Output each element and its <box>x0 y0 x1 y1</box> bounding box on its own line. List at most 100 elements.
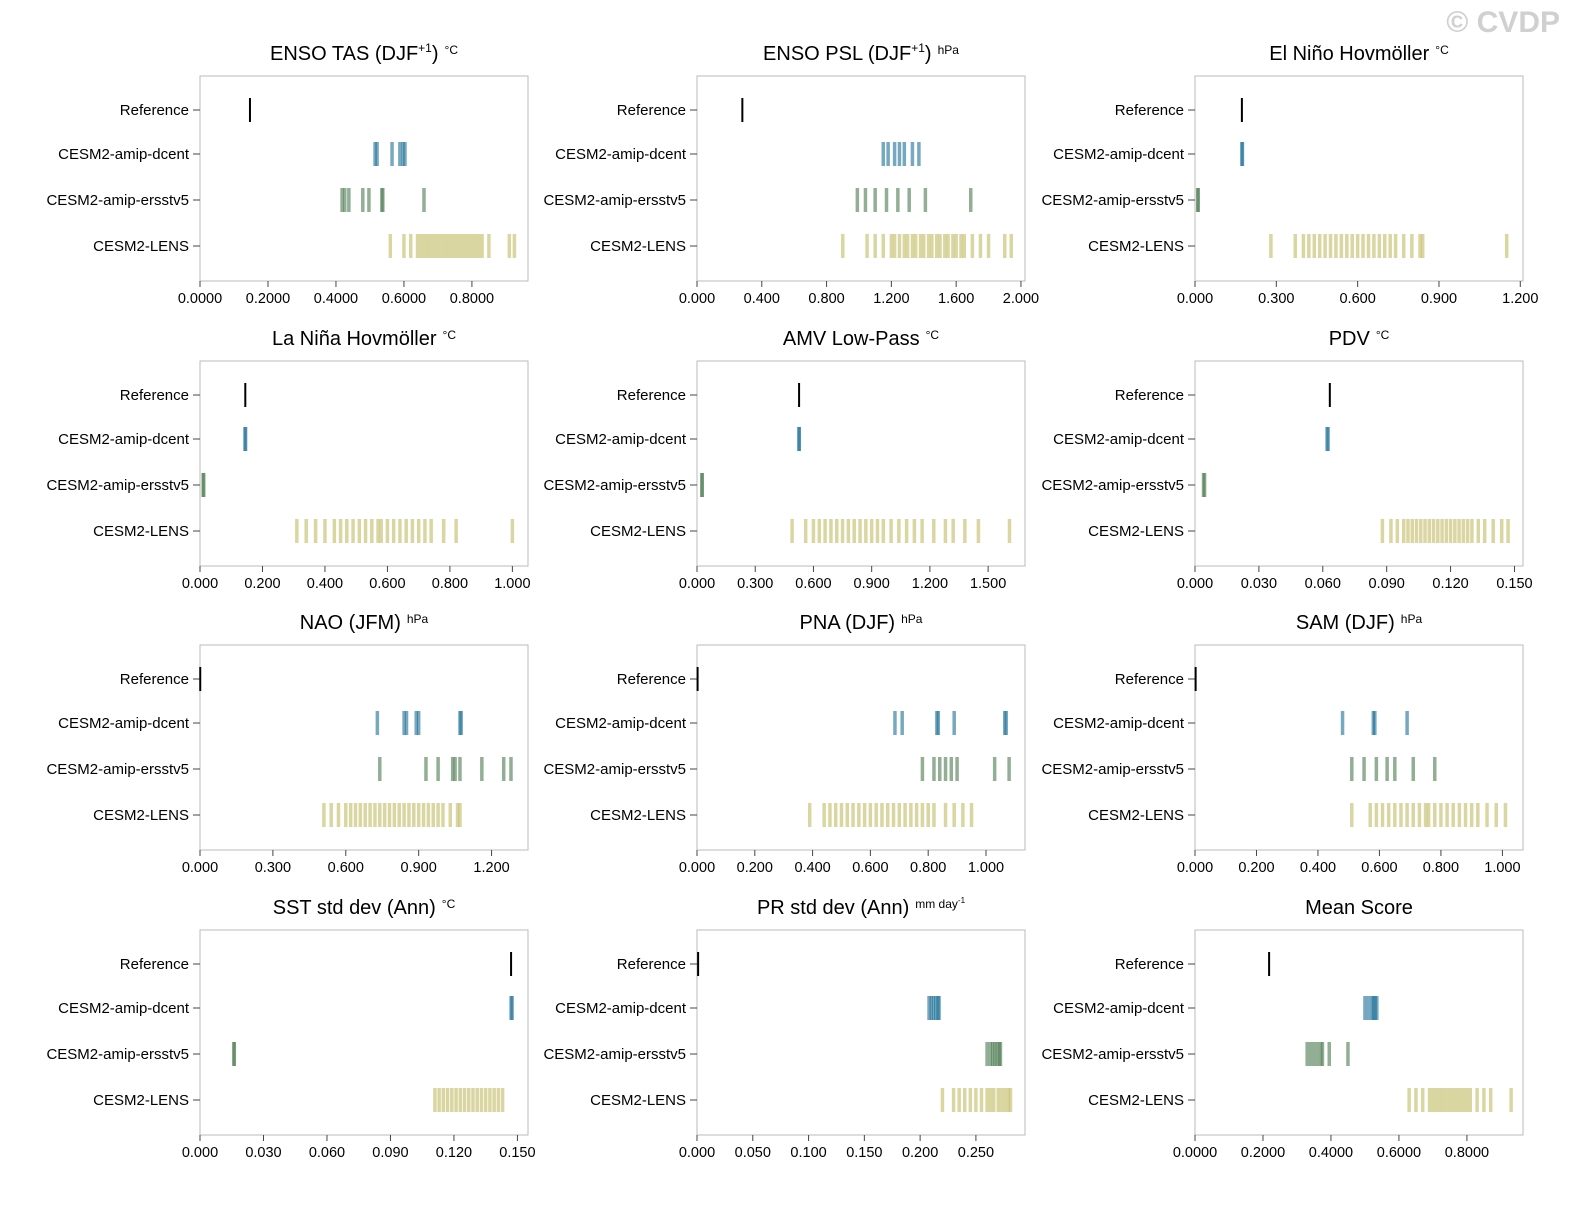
panel: NAO (JFM) hPa 0.000 0.300 0.600 0.900 1.200 Ref… <box>46 612 529 876</box>
row-label: CESM2-amip-dcent <box>58 431 190 448</box>
row-label: Reference <box>1115 387 1184 404</box>
row-label: CESM2-amip-ersstv5 <box>543 761 686 778</box>
x-tick-label: 0.150 <box>846 1145 882 1161</box>
x-tick-label: 0.8000 <box>1445 1145 1489 1161</box>
row-label: CESM2-amip-ersstv5 <box>1041 192 1184 209</box>
x-tick-label: 0.000 <box>679 860 715 876</box>
row-label: CESM2-LENS <box>590 1092 686 1109</box>
panel: PR std dev (Ann) mm day-1 0.000 0.050 0.100 0… <box>543 896 1026 1161</box>
x-tick-label: 0.120 <box>1432 576 1468 592</box>
x-tick-label: 0.0000 <box>1173 1145 1217 1161</box>
x-tick-label: 0.800 <box>910 860 946 876</box>
title-text: Mean Score <box>1305 897 1413 919</box>
x-tick-label: 1.000 <box>968 860 1004 876</box>
row-label: CESM2-LENS <box>590 807 686 824</box>
x-tick-label: 0.200 <box>737 860 773 876</box>
title-text: El Niño Hovmöller <box>1269 43 1429 65</box>
plot-frame <box>696 75 1026 282</box>
row-label: Reference <box>120 671 189 688</box>
row-label: Reference <box>1115 671 1184 688</box>
row-label: CESM2-amip-dcent <box>1053 1000 1185 1017</box>
x-tick-label: 0.800 <box>432 576 468 592</box>
x-tick-label: 0.090 <box>372 1145 408 1161</box>
row-label: Reference <box>120 956 189 973</box>
x-tick-label: 0.400 <box>794 860 830 876</box>
x-tick-label: 0.600 <box>852 860 888 876</box>
row-label: Reference <box>617 102 686 119</box>
row-label: CESM2-amip-ersstv5 <box>46 192 189 209</box>
x-tick-label: 0.000 <box>1177 860 1213 876</box>
panel: El Niño Hovmöller °C 0.000 0.300 0.600 0.900 1… <box>1041 43 1538 307</box>
units: hPa <box>938 43 960 57</box>
x-tick-label: 0.6000 <box>1377 1145 1421 1161</box>
panel: La Niña Hovmöller °C 0.000 0.200 0.400 0.600 0… <box>46 328 530 592</box>
x-tick-label: 0.900 <box>401 860 437 876</box>
units: °C <box>443 328 457 342</box>
plot-frame <box>1194 644 1524 851</box>
x-tick-label: 1.200 <box>473 860 509 876</box>
x-tick-label: 0.100 <box>790 1145 826 1161</box>
x-tick-label: 0.400 <box>1300 860 1336 876</box>
x-tick-label: 0.200 <box>902 1145 938 1161</box>
x-tick-label: 1.600 <box>938 291 974 307</box>
panel-title: PDV °C <box>1329 328 1390 350</box>
x-tick-label: 0.200 <box>244 576 280 592</box>
units: hPa <box>1401 612 1423 626</box>
plot-frame <box>199 75 529 282</box>
row-label: CESM2-amip-dcent <box>58 715 190 732</box>
x-tick-label: 0.060 <box>309 1145 345 1161</box>
plot-frame <box>1194 75 1524 282</box>
x-tick-label: 0.200 <box>1238 860 1274 876</box>
panel: SST std dev (Ann) °C 0.000 0.030 0.060 0.090 0… <box>46 897 535 1161</box>
x-tick-label: 0.800 <box>1423 860 1459 876</box>
panel-title: PNA (DJF) hPa <box>800 612 923 634</box>
x-tick-label: 0.4000 <box>314 291 358 307</box>
x-tick-label: 0.900 <box>1421 291 1457 307</box>
row-label: CESM2-amip-dcent <box>1053 146 1185 163</box>
row-label: CESM2-LENS <box>590 238 686 255</box>
x-tick-label: 0.600 <box>1361 860 1397 876</box>
x-tick-label: 0.600 <box>328 860 364 876</box>
row-label: Reference <box>617 671 686 688</box>
panel: Mean Score 0.0000 0.2000 0.4000 0.6000 0.8000… <box>1041 897 1524 1161</box>
row-label: CESM2-amip-dcent <box>555 715 687 732</box>
x-tick-label: 0.120 <box>436 1145 472 1161</box>
panel-title: NAO (JFM) hPa <box>300 612 429 634</box>
x-tick-label: 0.030 <box>245 1145 281 1161</box>
title-text: PR std dev (Ann) <box>757 897 909 919</box>
title-text: ENSO TAS (DJF <box>270 43 418 65</box>
x-tick-label: 0.6000 <box>382 291 426 307</box>
x-tick-label: 0.050 <box>735 1145 771 1161</box>
x-tick-label: 0.800 <box>808 291 844 307</box>
x-tick-label: 0.000 <box>182 576 218 592</box>
title-text: SST std dev (Ann) <box>273 897 436 919</box>
row-label: CESM2-amip-ersstv5 <box>543 1046 686 1063</box>
units-sup: -1 <box>958 896 966 905</box>
x-tick-label: 0.400 <box>744 291 780 307</box>
x-tick-label: 1.500 <box>970 576 1006 592</box>
row-label: CESM2-LENS <box>1088 1092 1184 1109</box>
units: °C <box>1435 43 1449 57</box>
x-tick-label: 1.000 <box>494 576 530 592</box>
panel: SAM (DJF) hPa 0.000 0.200 0.400 0.600 0.800 1.0… <box>1041 612 1524 876</box>
x-tick-label: 0.2000 <box>246 291 290 307</box>
x-tick-label: 0.400 <box>307 576 343 592</box>
row-label: CESM2-amip-ersstv5 <box>46 477 189 494</box>
x-tick-label: 0.600 <box>369 576 405 592</box>
units: °C <box>442 897 456 911</box>
title-sup: +1 <box>911 41 925 55</box>
x-tick-label: 0.030 <box>1241 576 1277 592</box>
title-end: ) <box>925 43 932 65</box>
plot-frame <box>199 644 529 851</box>
x-tick-label: 0.090 <box>1369 576 1405 592</box>
row-label: CESM2-amip-ersstv5 <box>46 1046 189 1063</box>
plot-frame <box>696 929 1026 1136</box>
row-label: Reference <box>617 956 686 973</box>
panel: AMV Low-Pass °C 0.000 0.300 0.600 0.900 1.200 1… <box>543 328 1026 592</box>
row-label: CESM2-amip-ersstv5 <box>1041 477 1184 494</box>
title-text: NAO (JFM) <box>300 612 401 634</box>
title-sup: +1 <box>418 41 432 55</box>
row-label: CESM2-LENS <box>93 807 189 824</box>
row-label: CESM2-amip-ersstv5 <box>1041 761 1184 778</box>
